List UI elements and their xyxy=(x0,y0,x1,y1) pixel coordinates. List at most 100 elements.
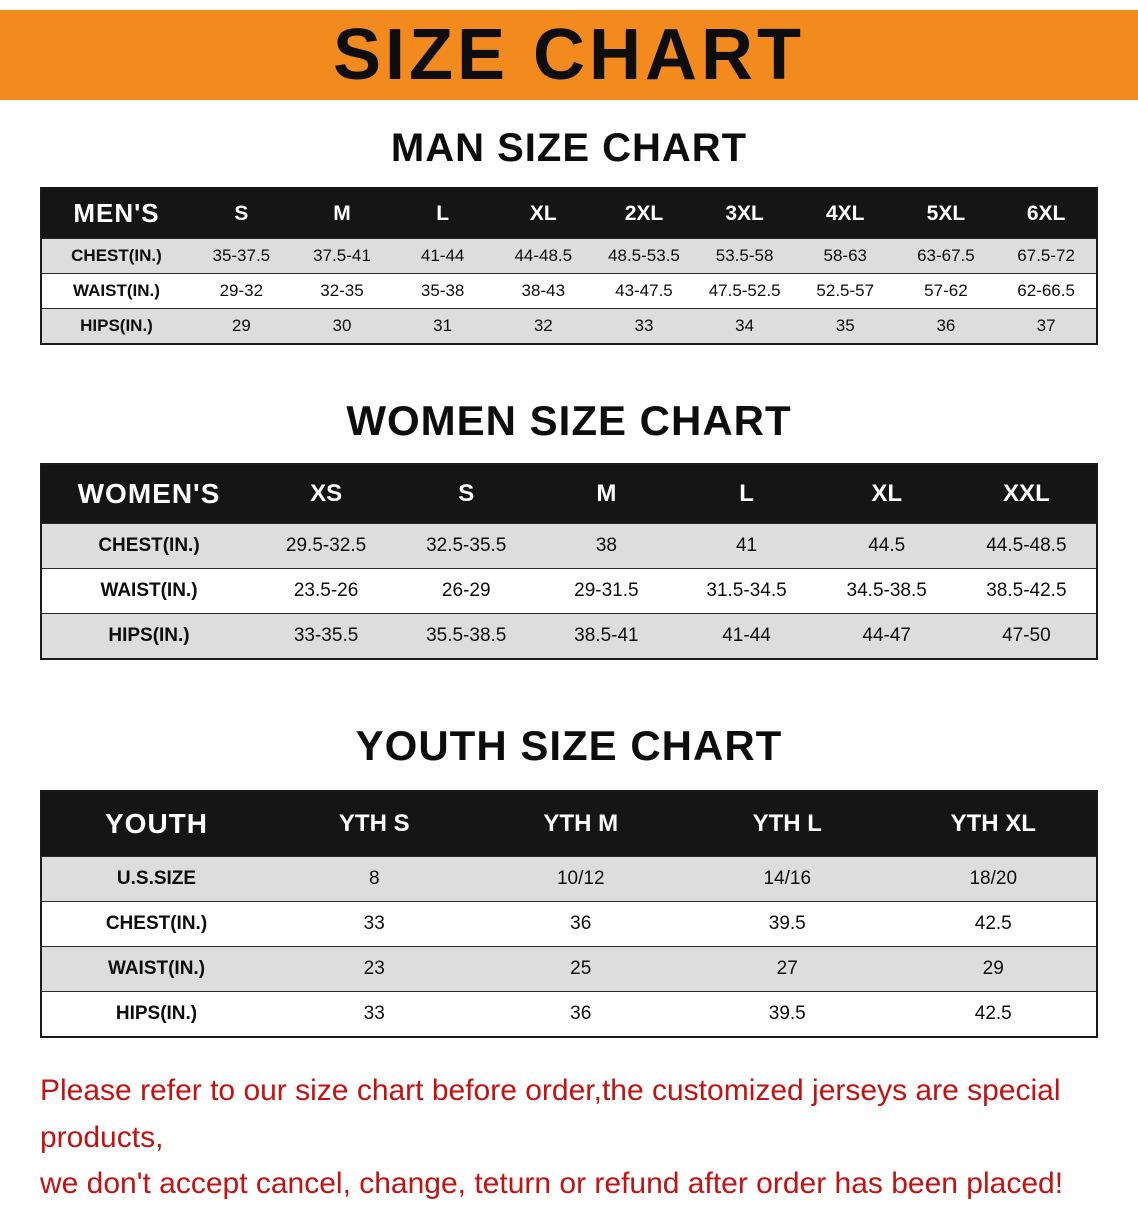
row-label: U.S.SIZE xyxy=(41,856,271,902)
table-cell: 47-50 xyxy=(956,613,1097,660)
table-cell: 41-44 xyxy=(392,238,493,274)
banner: SIZE CHART xyxy=(0,10,1138,100)
table-cell: 57-62 xyxy=(895,273,997,309)
table-cell: 48.5-53.5 xyxy=(593,238,695,274)
table-cell: 34.5-38.5 xyxy=(816,568,957,614)
table-row: WAIST(IN.) 29-32 32-35 35-38 38-43 43-47.5 47.… xyxy=(41,273,1097,309)
table-row: HIPS(IN.) 33-35.5 35.5-38.5 38.5-41 41-44 44-… xyxy=(41,613,1097,660)
row-label: WAIST(IN.) xyxy=(41,273,191,309)
table-title-cell: YOUTH xyxy=(41,790,271,857)
table-row: HIPS(IN.) 33 36 39.5 42.5 xyxy=(41,991,1097,1038)
row-label: CHEST(IN.) xyxy=(41,523,256,569)
table-cell: 35-38 xyxy=(392,273,493,309)
row-label: HIPS(IN.) xyxy=(41,308,191,345)
table-cell: 44-48.5 xyxy=(492,238,594,274)
column-header: M xyxy=(291,187,393,239)
table-cell: 36 xyxy=(895,308,997,345)
row-label: WAIST(IN.) xyxy=(41,946,271,992)
table-cell: 58-63 xyxy=(794,238,896,274)
table-cell: 35.5-38.5 xyxy=(396,613,537,660)
table-cell: 10/12 xyxy=(477,856,684,902)
size-table: WOMEN'S XS S M L XL XXL CHEST(IN.) 29.5-32.5 32.5… xyxy=(40,463,1098,660)
column-header: YTH S xyxy=(271,790,478,857)
table-cell: 38.5-41 xyxy=(536,613,677,660)
column-header: S xyxy=(396,463,537,524)
table-cell: 67.5-72 xyxy=(996,238,1097,274)
table-cell: 37 xyxy=(996,308,1097,345)
table-cell: 32.5-35.5 xyxy=(396,523,537,569)
table-cell: 29-31.5 xyxy=(536,568,677,614)
table-cell: 35-37.5 xyxy=(191,238,292,274)
table-cell: 34 xyxy=(694,308,795,345)
column-header: XL xyxy=(816,463,957,524)
table-row: CHEST(IN.) 35-37.5 37.5-41 41-44 44-48.5 48.5… xyxy=(41,238,1097,274)
section-youth-size-chart: YOUTH SIZE CHART YOUTH YTH S YTH M YTH L YTH … xyxy=(0,722,1138,1038)
table-cell: 52.5-57 xyxy=(794,273,896,309)
table-cell: 44.5-48.5 xyxy=(956,523,1097,569)
table-cell: 30 xyxy=(291,308,393,345)
table-cell: 32-35 xyxy=(291,273,393,309)
table-cell: 42.5 xyxy=(890,991,1097,1038)
table-body: U.S.SIZE 8 10/12 14/16 18/20 CHEST(IN.) 33 36 39… xyxy=(41,856,1097,1038)
table-row: U.S.SIZE 8 10/12 14/16 18/20 xyxy=(41,856,1097,902)
table-cell: 29.5-32.5 xyxy=(256,523,397,569)
table-cell: 38.5-42.5 xyxy=(956,568,1097,614)
table-cell: 63-67.5 xyxy=(895,238,997,274)
table-body: CHEST(IN.) 29.5-32.5 32.5-35.5 38 41 44.5 44.5… xyxy=(41,523,1097,660)
table-cell: 27 xyxy=(684,946,891,992)
column-header: 2XL xyxy=(593,187,695,239)
column-header: L xyxy=(392,187,493,239)
column-header: 4XL xyxy=(794,187,896,239)
table-cell: 25 xyxy=(477,946,684,992)
table-body: CHEST(IN.) 35-37.5 37.5-41 41-44 44-48.5 48.5… xyxy=(41,238,1097,345)
table-cell: 26-29 xyxy=(396,568,537,614)
size-table: MEN'S S M L XL 2XL 3XL 4XL 5XL 6XL CHEST(IN.) 35-37… xyxy=(40,187,1098,345)
note-line-1: Please refer to our size chart before or… xyxy=(40,1074,1061,1154)
row-label: CHEST(IN.) xyxy=(41,901,271,947)
column-header: 3XL xyxy=(694,187,795,239)
table-title-cell: MEN'S xyxy=(41,187,191,239)
table-header-row: WOMEN'S XS S M L XL XXL xyxy=(41,463,1097,524)
table-row: WAIST(IN.) 23 25 27 29 xyxy=(41,946,1097,992)
table-cell: 29 xyxy=(191,308,292,345)
column-header: XL xyxy=(492,187,594,239)
table-cell: 23 xyxy=(271,946,478,992)
table-head: WOMEN'S XS S M L XL XXL xyxy=(41,463,1097,524)
table-cell: 14/16 xyxy=(684,856,891,902)
table-row: CHEST(IN.) 29.5-32.5 32.5-35.5 38 41 44.5 44.5… xyxy=(41,523,1097,569)
table-cell: 33 xyxy=(271,901,478,947)
row-label: WAIST(IN.) xyxy=(41,568,256,614)
section-women-size-chart: WOMEN SIZE CHART WOMEN'S XS S M L XL XXL CHEST(I… xyxy=(0,397,1138,660)
table-cell: 44.5 xyxy=(816,523,957,569)
column-header: 5XL xyxy=(895,187,997,239)
table-cell: 33 xyxy=(271,991,478,1038)
row-label: CHEST(IN.) xyxy=(41,238,191,274)
note-line-2: we don't accept cancel, change, teturn o… xyxy=(40,1167,1064,1200)
column-header: YTH M xyxy=(477,790,684,857)
table-cell: 37.5-41 xyxy=(291,238,393,274)
table-cell: 32 xyxy=(492,308,594,345)
column-header: S xyxy=(191,187,292,239)
size-chart-sections: MAN SIZE CHART MEN'S S M L XL 2XL 3XL 4XL 5XL 6XL C… xyxy=(0,126,1138,1038)
column-header: XS xyxy=(256,463,397,524)
table-cell: 38-43 xyxy=(492,273,594,309)
table-row: WAIST(IN.) 23.5-26 26-29 29-31.5 31.5-34.5 34… xyxy=(41,568,1097,614)
table-cell: 41-44 xyxy=(676,613,817,660)
table-cell: 29 xyxy=(890,946,1097,992)
table-cell: 31.5-34.5 xyxy=(676,568,817,614)
table-cell: 44-47 xyxy=(816,613,957,660)
table-cell: 29-32 xyxy=(191,273,292,309)
row-label: HIPS(IN.) xyxy=(41,991,271,1038)
table-cell: 42.5 xyxy=(890,901,1097,947)
table-row: CHEST(IN.) 33 36 39.5 42.5 xyxy=(41,901,1097,947)
row-label: HIPS(IN.) xyxy=(41,613,256,660)
table-cell: 18/20 xyxy=(890,856,1097,902)
table-cell: 39.5 xyxy=(684,901,891,947)
size-table: YOUTH YTH S YTH M YTH L YTH XL U.S.SIZE 8 10/12… xyxy=(40,790,1098,1038)
column-header: 6XL xyxy=(996,187,1097,239)
column-header: L xyxy=(676,463,817,524)
table-head: MEN'S S M L XL 2XL 3XL 4XL 5XL 6XL xyxy=(41,187,1097,239)
column-header: YTH XL xyxy=(890,790,1097,857)
table-cell: 35 xyxy=(794,308,896,345)
table-row: HIPS(IN.) 29 30 31 32 33 34 35 36 37 xyxy=(41,308,1097,345)
